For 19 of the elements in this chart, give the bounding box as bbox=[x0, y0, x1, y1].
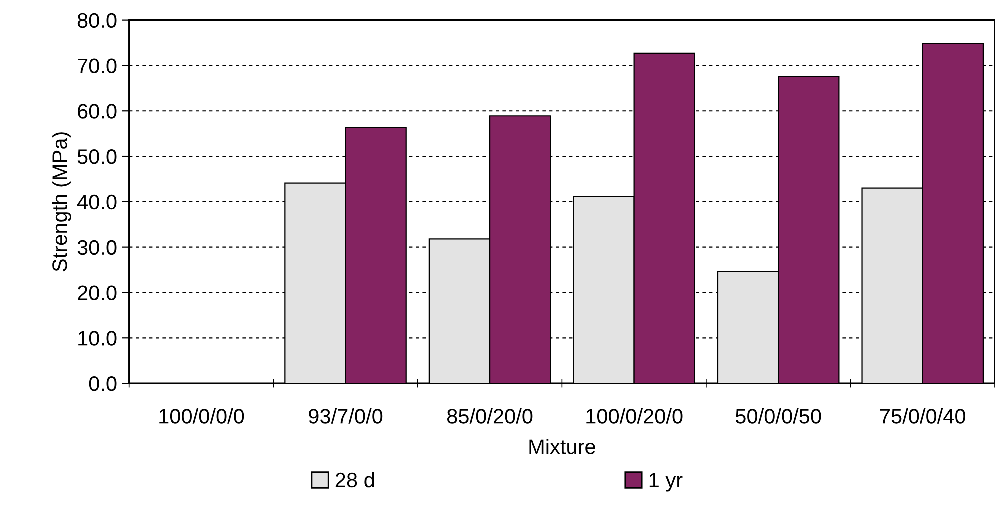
y-tick-label: 10.0 bbox=[78, 331, 117, 346]
y-tick-label: 30.0 bbox=[78, 240, 117, 256]
y-tick-label: 60.0 bbox=[78, 104, 117, 119]
y-tick-label: 70.0 bbox=[78, 58, 117, 74]
x-tick-label: 50/0/0/50 bbox=[736, 408, 822, 424]
x-tick-label: 100/0/20/0 bbox=[586, 408, 683, 424]
x-tick-label: 100/0/0/0 bbox=[160, 408, 244, 424]
y-tick-label: 80.0 bbox=[78, 13, 117, 28]
y-tick-label: 20.0 bbox=[78, 286, 117, 300]
y-axis-title: Strength (MPa) bbox=[52, 132, 72, 272]
x-tick-label: 93/7/0/0 bbox=[309, 408, 383, 424]
legend-label: 1 yr bbox=[650, 473, 683, 492]
x-tick-label: 85/0/20/0 bbox=[448, 408, 533, 424]
x-tick-label: 75/0/0/40 bbox=[880, 408, 966, 424]
y-tick-label: 0.0 bbox=[89, 376, 117, 392]
legend-label: 28 d bbox=[336, 472, 374, 488]
y-tick-label: 50.0 bbox=[78, 150, 117, 164]
y-tick-label: 40.0 bbox=[77, 194, 117, 210]
x-axis-title: Mixture bbox=[530, 439, 596, 454]
